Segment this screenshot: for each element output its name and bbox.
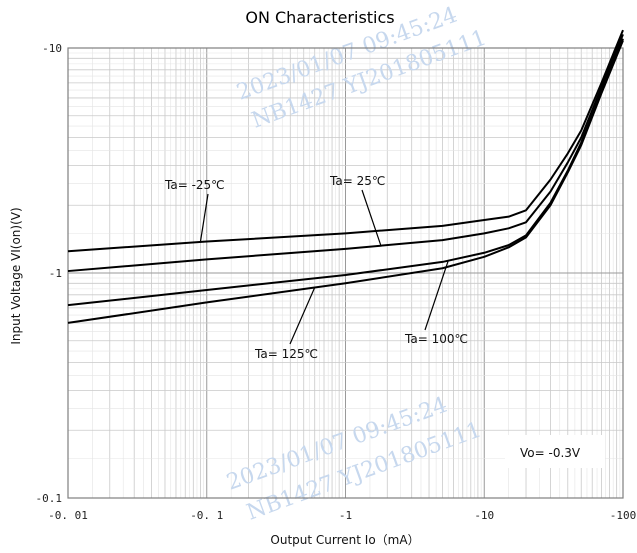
- series-line-4: [67, 40, 624, 324]
- x-axis-label: Output Current Io（mA）: [270, 533, 419, 547]
- y-tick-label: -0.1: [36, 492, 63, 505]
- x-tick-label: -100: [610, 509, 637, 522]
- annotation-label: Ta= -25℃: [164, 178, 225, 192]
- tick-labels: -0. 01 -0. 1 -1 -10 -100 -10 -1 -0.1: [36, 42, 637, 522]
- plot-frame: [67, 47, 624, 499]
- annotations: Ta= -25℃ Ta= 25℃ Ta= 100℃ Ta= 125℃ Vo= -0.3V: [164, 174, 605, 468]
- series-line-1: [67, 29, 624, 253]
- x-tick-label: -10: [474, 509, 494, 522]
- annotation-box: [505, 435, 605, 468]
- annotation-leader: [424, 260, 449, 331]
- x-tick-label: -0. 1: [190, 509, 223, 522]
- annotation-label: Ta= 25℃: [329, 174, 385, 188]
- y-axis-label: Input Voltage VI(on)(V): [9, 207, 23, 344]
- annotation-label: Ta= 100℃: [404, 332, 468, 346]
- x-tick-label: -0. 01: [48, 509, 88, 522]
- annotation-leader: [361, 189, 382, 246]
- annotation-leader: [199, 193, 209, 243]
- x-tick-label: -1: [339, 509, 352, 522]
- annotation-leader: [289, 287, 316, 345]
- y-tick-label: -1: [49, 267, 62, 280]
- y-tick-label: -10: [42, 42, 62, 55]
- annotation-label: Ta= 125℃: [254, 347, 318, 361]
- grid: [67, 48, 623, 499]
- series-line-2: [67, 33, 624, 273]
- chart-title: ON Characteristics: [245, 8, 394, 27]
- series-group: [67, 29, 624, 324]
- annotation-condition: Vo= -0.3V: [520, 446, 581, 460]
